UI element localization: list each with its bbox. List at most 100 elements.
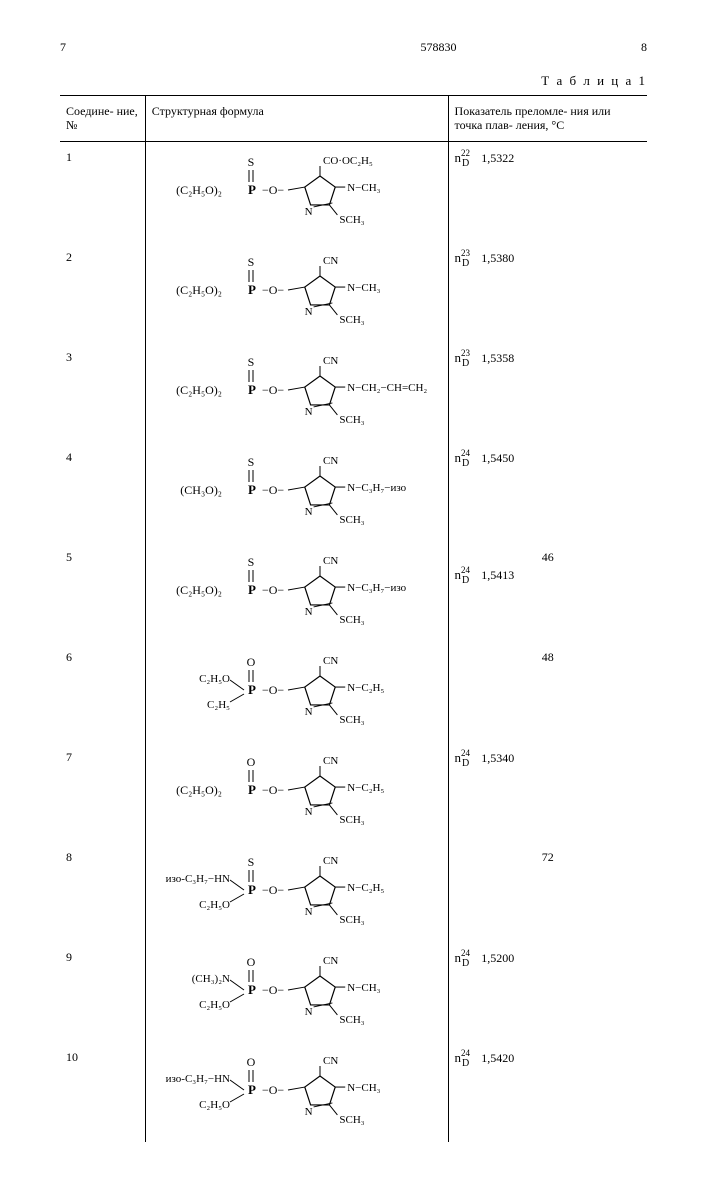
- nd-value: 1,5340: [481, 751, 514, 766]
- svg-text:−O−: −O−: [262, 483, 284, 497]
- svg-text:N−C₃H₇−изо: N−C₃H₇−изо: [347, 582, 406, 594]
- nd-value: 1,5200: [481, 951, 514, 966]
- svg-text:−O−: −O−: [262, 1083, 284, 1097]
- refractive-index: n22D1,5322: [448, 141, 647, 242]
- svg-text:N−C₂H₅: N−C₂H₅: [347, 882, 384, 894]
- table-row: 1 (C₂H₅O)₂ P S −O− N CO·OC₂H₅ N−CH₃ SCH₃…: [60, 141, 647, 242]
- svg-text:(C₂H₅O)₂: (C₂H₅O)₂: [176, 783, 222, 797]
- nd-value: 1,5420: [481, 1051, 514, 1066]
- nd-symbol: n24D: [455, 950, 470, 966]
- compound-number: 10: [60, 1042, 145, 1142]
- svg-text:O: O: [246, 655, 255, 669]
- svg-text:P: P: [248, 1082, 256, 1097]
- structural-formula: (CH₃O)₂ P S −O− N CN N−C₃H₇−изо SCH₃: [145, 442, 448, 542]
- structural-formula: (C₂H₅O)₂ P S −O− N CN N−CH₃ SCH₃: [145, 242, 448, 342]
- refractive-index: 72: [448, 842, 647, 942]
- svg-text:S: S: [247, 155, 254, 169]
- svg-text:SCH₃: SCH₃: [339, 1014, 364, 1026]
- table-row: 9 (CH₃)₂N C₂H₅O P O −O− N CN N−CH₃ SCH: [60, 942, 647, 1042]
- structural-formula: (CH₃)₂N C₂H₅O P O −O− N CN N−CH₃ SCH₃: [145, 942, 448, 1042]
- melting-point: 46: [455, 550, 641, 565]
- compound-number: 3: [60, 342, 145, 442]
- refractive-index: 48: [448, 642, 647, 742]
- page-header: 7 578830 8: [60, 40, 647, 55]
- table-row: 4 (CH₃O)₂ P S −O− N CN N−C₃H₇−изо SCH₃ n…: [60, 442, 647, 542]
- table-row: 2 (C₂H₅O)₂ P S −O− N CN N−CH₃ SCH₃ n23D 1…: [60, 242, 647, 342]
- svg-text:O: O: [246, 755, 255, 769]
- nd-symbol: n24D: [455, 567, 470, 583]
- refractive-index: n24D1,5420: [448, 1042, 647, 1142]
- svg-text:P: P: [248, 782, 256, 797]
- svg-text:N: N: [304, 906, 312, 918]
- svg-text:N: N: [304, 1106, 312, 1118]
- svg-text:N−CH₃: N−CH₃: [347, 282, 380, 294]
- doc-number: 578830: [421, 40, 457, 55]
- svg-text:N−C₂H₅: N−C₂H₅: [347, 682, 384, 694]
- structural-formula: изо-C₃H₇−HN C₂H₅O P S −O− N CN N−C₂H₅ SC…: [145, 842, 448, 942]
- svg-text:(C₂H₅O)₂: (C₂H₅O)₂: [176, 383, 222, 397]
- structural-formula: изо-C₃H₇−HN C₂H₅O P O −O− N CN N−CH₃ SCH…: [145, 1042, 448, 1142]
- svg-text:(C₂H₅O)₂: (C₂H₅O)₂: [176, 283, 222, 297]
- svg-text:−O−: −O−: [262, 983, 284, 997]
- svg-text:S: S: [247, 455, 254, 469]
- nd-symbol: n23D: [455, 250, 470, 266]
- table-row: 8 изо-C₃H₇−HN C₂H₅O P S −O− N CN N−C₂H₅: [60, 842, 647, 942]
- nd-symbol: n24D: [455, 750, 470, 766]
- svg-text:P: P: [248, 682, 256, 697]
- svg-text:SCH₃: SCH₃: [339, 714, 364, 726]
- svg-text:P: P: [248, 982, 256, 997]
- svg-text:N: N: [304, 306, 312, 318]
- compound-number: 1: [60, 141, 145, 242]
- svg-text:−O−: −O−: [262, 183, 284, 197]
- refractive-index: 46n24D1,5413: [448, 542, 647, 642]
- svg-text:CN: CN: [323, 555, 338, 567]
- nd-value: 1,5450: [481, 451, 514, 466]
- svg-text:SCH₃: SCH₃: [339, 214, 364, 226]
- svg-text:N: N: [304, 506, 312, 518]
- svg-text:S: S: [247, 255, 254, 269]
- svg-text:P: P: [248, 582, 256, 597]
- structural-formula: C₂H₅O C₂H₅ P O −O− N CN N−C₂H₅ SCH₃: [145, 642, 448, 742]
- svg-text:N: N: [304, 606, 312, 618]
- svg-text:CO·OC₂H₅: CO·OC₂H₅: [323, 155, 373, 167]
- svg-text:N−CH₃: N−CH₃: [347, 182, 380, 194]
- melting-point: 48: [455, 650, 641, 665]
- structural-formula: (C₂H₅O)₂ P S −O− N CO·OC₂H₅ N−CH₃ SCH₃: [145, 141, 448, 242]
- svg-text:P: P: [248, 182, 256, 197]
- compound-number: 2: [60, 242, 145, 342]
- structural-formula: (C₂H₅O)₂ P S −O− N CN N−CH₂−CH=CH₂ SCH₃: [145, 342, 448, 442]
- svg-text:C₂H₅O: C₂H₅O: [199, 999, 230, 1011]
- nd-symbol: n23D: [455, 350, 470, 366]
- col-header-compound: Соедине- ние, №: [60, 96, 145, 142]
- svg-text:O: O: [246, 1055, 255, 1069]
- svg-text:N−C₂H₅: N−C₂H₅: [347, 782, 384, 794]
- svg-text:C₂H₅: C₂H₅: [207, 699, 230, 711]
- svg-text:N: N: [304, 206, 312, 218]
- svg-text:−O−: −O−: [262, 383, 284, 397]
- refractive-index: n24D 1,5200: [448, 942, 647, 1042]
- table-row: 10 изо-C₃H₇−HN C₂H₅O P O −O− N CN N−CH₃: [60, 1042, 647, 1142]
- col-header-index: Показатель преломле- ния или точка плав-…: [448, 96, 647, 142]
- compound-number: 6: [60, 642, 145, 742]
- table-row: 5 (C₂H₅O)₂ P S −O− N CN N−C₃H₇−изо SCH₃ …: [60, 542, 647, 642]
- svg-text:SCH₃: SCH₃: [339, 614, 364, 626]
- refractive-index: n23D1,5358: [448, 342, 647, 442]
- svg-text:C₂H₅O: C₂H₅O: [199, 899, 230, 911]
- svg-text:(C₂H₅O)₂: (C₂H₅O)₂: [176, 183, 222, 197]
- structural-formula: (C₂H₅O)₂ P O −O− N CN N−C₂H₅ SCH₃: [145, 742, 448, 842]
- melting-point: 72: [455, 850, 641, 865]
- svg-text:SCH₃: SCH₃: [339, 414, 364, 426]
- svg-text:N: N: [304, 706, 312, 718]
- svg-text:N−CH₂−CH=CH₂: N−CH₂−CH=CH₂: [347, 382, 427, 394]
- col-header-formula: Структурная формула: [145, 96, 448, 142]
- compound-number: 9: [60, 942, 145, 1042]
- svg-text:S: S: [247, 355, 254, 369]
- nd-value: 1,5380: [481, 251, 514, 266]
- svg-text:P: P: [248, 482, 256, 497]
- svg-text:P: P: [248, 382, 256, 397]
- svg-text:CN: CN: [323, 955, 338, 967]
- svg-text:C₂H₅O: C₂H₅O: [199, 673, 230, 685]
- svg-text:CN: CN: [323, 455, 338, 467]
- svg-text:−O−: −O−: [262, 683, 284, 697]
- table-row: 6 C₂H₅O C₂H₅ P O −O− N CN N−C₂H₅ SCH₃: [60, 642, 647, 742]
